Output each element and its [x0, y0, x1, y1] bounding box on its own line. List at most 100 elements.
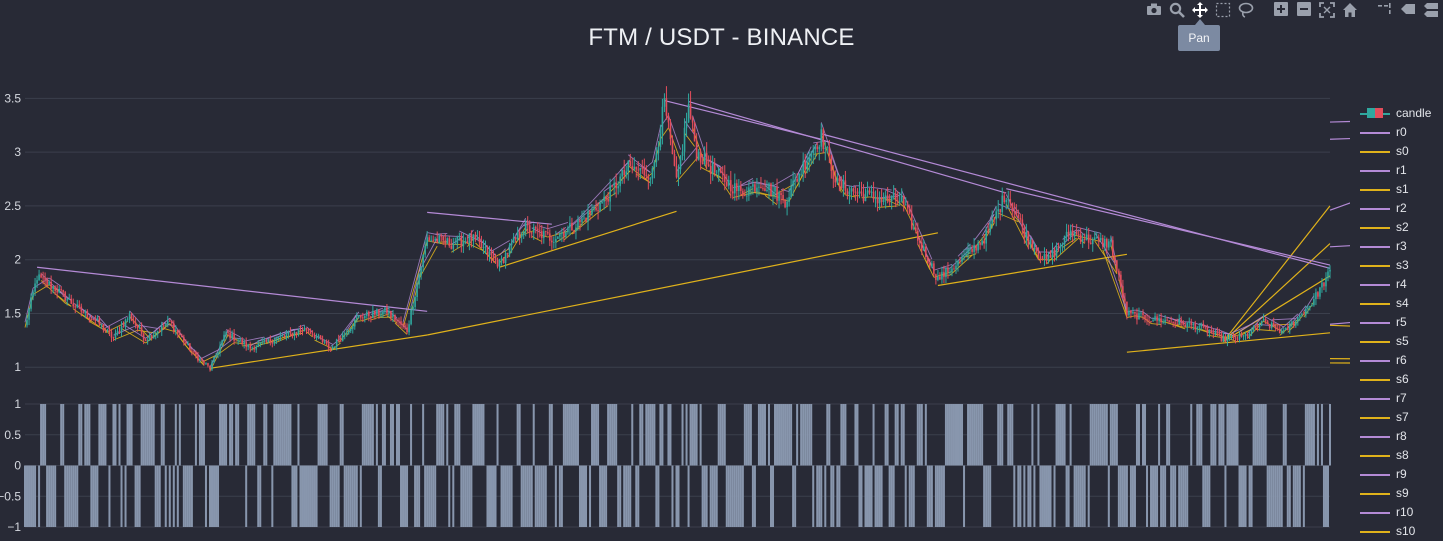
candle-body	[758, 186, 760, 188]
candle-body	[1065, 231, 1068, 236]
support-line-segment	[1054, 237, 1079, 261]
signal-bar	[100, 404, 103, 466]
support-line-segment	[531, 235, 542, 242]
candle-body	[482, 247, 485, 249]
legend-item-s3[interactable]: s3	[1360, 255, 1440, 274]
candle-body	[675, 165, 678, 178]
reset-axes-icon[interactable]	[1340, 1, 1360, 19]
candle-body	[181, 335, 183, 338]
legend-item-r10[interactable]: r10	[1360, 502, 1440, 521]
candle-body	[605, 196, 607, 199]
signal-bar	[1027, 465, 1030, 527]
candle-body	[595, 207, 597, 211]
signal-bar	[776, 404, 779, 466]
legend-item-r1[interactable]: r1	[1360, 160, 1440, 179]
signal-bar	[1129, 465, 1132, 527]
candle-body	[1144, 314, 1146, 320]
legend-item-r9[interactable]: r9	[1360, 464, 1440, 483]
legend-item-s1[interactable]: s1	[1360, 179, 1440, 198]
hover-compare-icon[interactable]	[1421, 1, 1441, 19]
signal-bar	[32, 465, 35, 527]
legend-item-r2[interactable]: r2	[1360, 198, 1440, 217]
legend-label: s8	[1396, 447, 1409, 462]
autoscale-icon[interactable]	[1317, 1, 1337, 19]
candle-body	[1228, 336, 1231, 338]
legend-item-s2[interactable]: s2	[1360, 217, 1440, 236]
candle-body	[1242, 335, 1245, 337]
legend-item-s0[interactable]: s0	[1360, 141, 1440, 160]
lasso-select-icon[interactable]	[1236, 1, 1256, 19]
signal-bar	[582, 465, 586, 527]
candle-body	[581, 218, 583, 223]
legend-item-s7[interactable]: s7	[1360, 407, 1440, 426]
resistance-line-segment	[909, 208, 933, 260]
candle-body	[786, 201, 788, 208]
spike-lines-icon[interactable]	[1375, 1, 1395, 19]
legend-item-r0[interactable]: r0	[1360, 122, 1440, 141]
candle-body	[468, 234, 471, 244]
hover-closest-icon[interactable]	[1398, 1, 1418, 19]
camera-icon[interactable]	[1144, 1, 1164, 19]
signal-bar	[1133, 465, 1136, 527]
pan-icon[interactable]	[1190, 1, 1210, 19]
candle-body	[1003, 195, 1006, 203]
signal-bar	[1218, 404, 1221, 466]
legend-item-r6[interactable]: r6	[1360, 350, 1440, 369]
candle-body	[62, 290, 65, 293]
candle-body	[838, 178, 841, 182]
chart-plot-area[interactable]: 1 1.5 2 2.5 3 3.5 1 0.5 0 −0.5 −1	[0, 0, 1350, 541]
signal-bar	[190, 465, 193, 527]
legend-item-s5[interactable]: s5	[1360, 331, 1440, 350]
signal-bar	[1222, 404, 1225, 466]
legend-item-r7[interactable]: r7	[1360, 388, 1440, 407]
zoom-in-icon[interactable]	[1271, 1, 1291, 19]
legend-item-s9[interactable]: s9	[1360, 483, 1440, 502]
signal-bar	[400, 465, 403, 527]
candle-body	[1063, 235, 1066, 245]
candle-body	[508, 245, 511, 255]
legend-item-s4[interactable]: s4	[1360, 293, 1440, 312]
signal-bar	[1131, 465, 1134, 527]
candle-body	[1083, 239, 1086, 240]
resistance-line-segment	[129, 310, 153, 337]
legend-item-r8[interactable]: r8	[1360, 426, 1440, 445]
signal-bar	[1200, 404, 1203, 466]
candle-body	[1284, 327, 1287, 330]
candle-body	[388, 311, 390, 314]
support-line-segment	[547, 230, 569, 238]
signal-bar	[1146, 465, 1149, 527]
signal-bar	[745, 404, 748, 466]
signal-bar	[70, 465, 73, 527]
signal-bar	[542, 465, 545, 527]
legend-item-s8[interactable]: s8	[1360, 445, 1440, 464]
box-select-icon[interactable]	[1213, 1, 1233, 19]
legend-item-r3[interactable]: r3	[1360, 236, 1440, 255]
signal-bar	[671, 465, 674, 527]
legend-label: s0	[1396, 143, 1409, 158]
candle-body	[1220, 334, 1223, 342]
signal-bar	[1304, 404, 1307, 466]
candle-body	[58, 289, 60, 293]
legend-item-candle[interactable]: candle	[1360, 103, 1440, 122]
resistance-line-segment	[828, 148, 838, 173]
candle-body	[812, 149, 815, 154]
legend-item-s6[interactable]: s6	[1360, 369, 1440, 388]
candle-body	[355, 317, 358, 320]
candle-body	[661, 106, 664, 134]
support-line-segment	[394, 322, 408, 335]
signal-bar	[1190, 404, 1193, 466]
support-line-segment	[676, 156, 699, 183]
zoom-icon[interactable]	[1167, 1, 1187, 19]
candle-body	[72, 303, 75, 307]
candle-body	[275, 338, 278, 342]
signal-bar	[229, 404, 232, 466]
legend-item-r4[interactable]: r4	[1360, 274, 1440, 293]
legend-item-s10[interactable]: s10	[1360, 521, 1440, 540]
signal-bar	[219, 404, 222, 466]
candle-body	[565, 232, 567, 237]
signal-bar	[156, 465, 159, 527]
candle-body	[923, 246, 925, 251]
candle-body	[1150, 321, 1152, 322]
zoom-out-icon[interactable]	[1294, 1, 1314, 19]
legend-item-r5[interactable]: r5	[1360, 312, 1440, 331]
